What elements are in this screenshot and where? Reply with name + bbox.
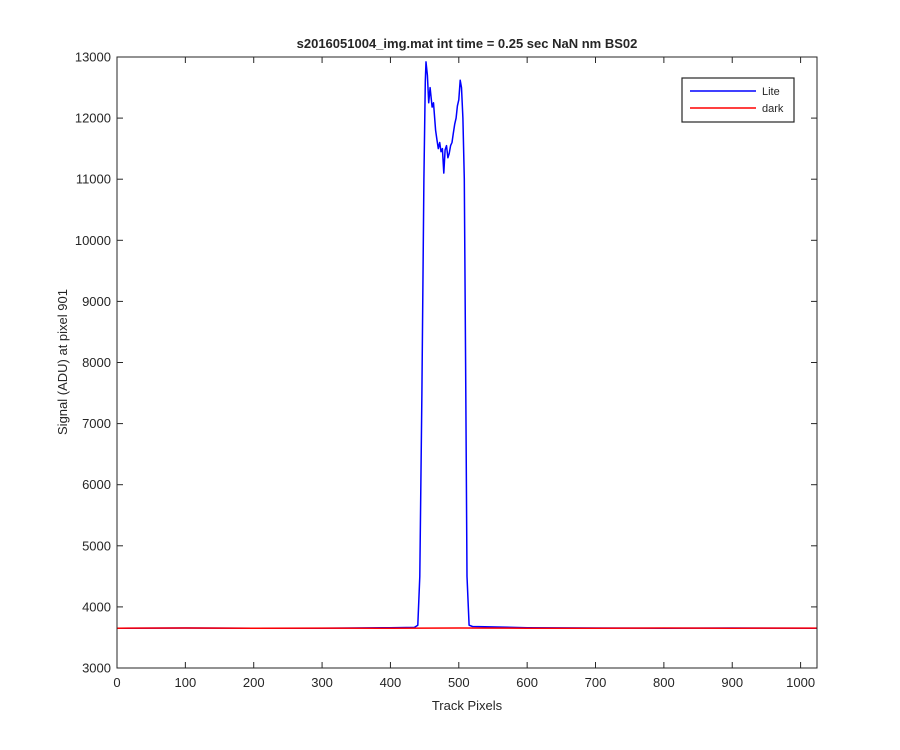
legend-label-dark: dark [762, 103, 784, 115]
x-tick-label: 0 [113, 675, 120, 690]
x-tick-label: 500 [448, 675, 470, 690]
y-tick-label: 5000 [82, 538, 111, 553]
x-axis-label: Track Pixels [432, 698, 503, 713]
y-tick-label: 6000 [82, 477, 111, 492]
legend: Lite dark [681, 77, 795, 123]
y-tick-label: 8000 [82, 355, 111, 370]
x-axis: 0 100 200 300 400 500 600 700 800 900 1000 [113, 57, 815, 690]
y-tick-label: 13000 [75, 50, 111, 65]
y-tick-label: 12000 [75, 111, 111, 126]
y-tick-label: 9000 [82, 294, 111, 309]
legend-box [681, 77, 795, 123]
legend-label-lite: Lite [762, 86, 780, 98]
x-tick-label: 200 [243, 675, 265, 690]
y-tick-label: 7000 [82, 416, 111, 431]
y-tick-label: 4000 [82, 599, 111, 614]
y-axis: 3000 4000 5000 6000 7000 8000 9000 10000 11000 12… [75, 50, 817, 676]
y-tick-label: 3000 [82, 661, 111, 676]
x-tick-label: 800 [653, 675, 675, 690]
x-tick-label: 300 [311, 675, 333, 690]
y-axis-label: Signal (ADU) at pixel 901 [55, 289, 70, 435]
x-tick-label: 700 [585, 675, 607, 690]
x-tick-label: 400 [380, 675, 402, 690]
y-tick-label: 11000 [76, 172, 111, 187]
y-tick-label: 10000 [75, 233, 111, 248]
x-tick-label: 100 [175, 675, 197, 690]
series-line-lite [116, 61, 818, 630]
chart-title: s2016051004_img.mat int time = 0.25 sec … [297, 36, 638, 51]
x-tick-label: 1000 [786, 675, 815, 690]
x-tick-label: 900 [721, 675, 743, 690]
series-layer [116, 61, 818, 630]
x-tick-label: 600 [516, 675, 538, 690]
